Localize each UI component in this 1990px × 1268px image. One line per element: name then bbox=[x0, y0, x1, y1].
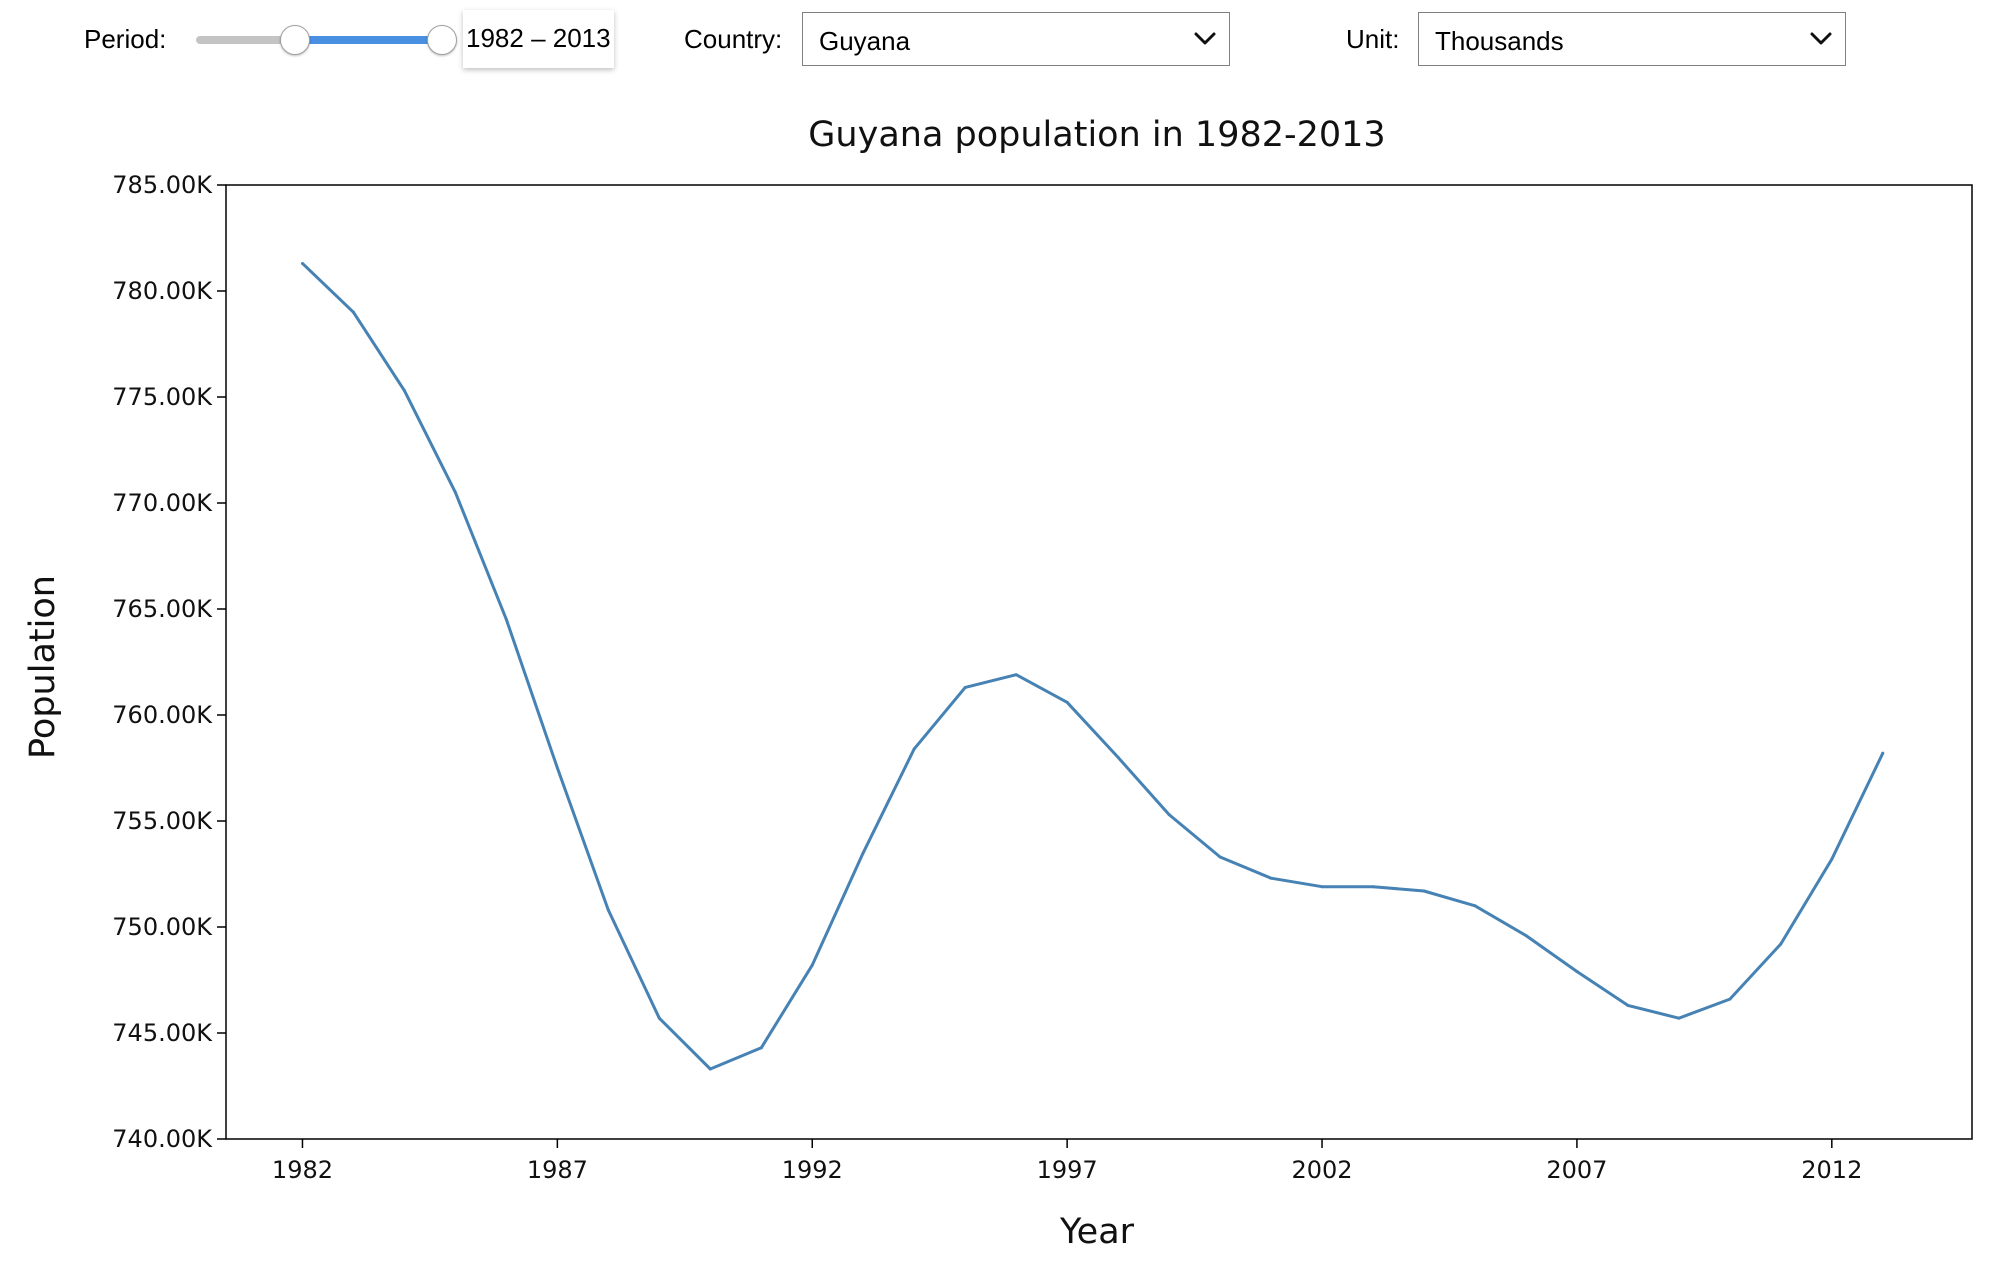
y-axis-label: Population bbox=[23, 575, 63, 759]
data-point bbox=[1728, 997, 1732, 1001]
data-point bbox=[351, 310, 355, 314]
country-select[interactable]: Guyana bbox=[802, 12, 1230, 66]
period-slider-range bbox=[295, 36, 442, 44]
population-series-line bbox=[301, 262, 1885, 1071]
data-point bbox=[1881, 751, 1885, 755]
y-axis-ticks: 740.00K 745.00K 750.00K 755.00K 760.00K 765.0… bbox=[112, 171, 226, 1153]
x-tick-label: 1997 bbox=[1037, 1156, 1098, 1184]
plot-area-frame bbox=[225, 184, 1973, 1140]
y-tick-label: 785.00K bbox=[112, 171, 213, 199]
data-point bbox=[1779, 942, 1783, 946]
period-slider-start-handle[interactable] bbox=[280, 25, 310, 55]
y-tick-label: 780.00K bbox=[112, 277, 213, 305]
chart-title: Guyana population in 1982-2013 bbox=[808, 115, 1385, 155]
unit-select[interactable]: Thousands bbox=[1418, 12, 1846, 66]
data-point bbox=[912, 747, 916, 751]
y-tick-label: 750.00K bbox=[112, 913, 213, 941]
data-point bbox=[657, 1016, 661, 1020]
data-point bbox=[759, 1046, 763, 1050]
y-tick-label: 760.00K bbox=[112, 701, 213, 729]
data-point bbox=[861, 851, 865, 855]
period-label: Period: bbox=[84, 24, 167, 54]
y-tick-label: 740.00K bbox=[112, 1125, 213, 1153]
x-tick-label: 1982 bbox=[272, 1156, 333, 1184]
x-tick-label: 1987 bbox=[527, 1156, 588, 1184]
country-label: Country: bbox=[684, 24, 783, 54]
data-point bbox=[1065, 700, 1069, 704]
data-point bbox=[1473, 904, 1477, 908]
data-point bbox=[708, 1067, 712, 1071]
data-point bbox=[606, 908, 610, 912]
data-point bbox=[1626, 1003, 1630, 1007]
data-point bbox=[1014, 673, 1018, 677]
y-tick-label: 770.00K bbox=[112, 489, 213, 517]
data-point bbox=[1320, 885, 1324, 889]
period-range-readout: 1982 – 2013 bbox=[463, 10, 614, 68]
data-point bbox=[402, 389, 406, 393]
x-tick-label: 2012 bbox=[1801, 1156, 1862, 1184]
data-point bbox=[810, 963, 814, 967]
x-tick-label: 2007 bbox=[1546, 1156, 1607, 1184]
x-tick-label: 2002 bbox=[1291, 1156, 1352, 1184]
country-select-value: Guyana bbox=[819, 26, 911, 56]
x-tick-label: 1992 bbox=[782, 1156, 843, 1184]
data-point bbox=[504, 618, 508, 622]
data-point bbox=[1371, 885, 1375, 889]
x-axis-ticks: 1982 1987 1992 1997 2002 2007 2012 bbox=[272, 1139, 1862, 1184]
data-point bbox=[1677, 1016, 1681, 1020]
period-slider-end-handle[interactable] bbox=[427, 25, 457, 55]
data-point bbox=[1269, 876, 1273, 880]
period-slider[interactable] bbox=[196, 24, 457, 56]
y-tick-label: 755.00K bbox=[112, 807, 213, 835]
data-point bbox=[963, 685, 967, 689]
controls-bar: Period: 1982 – 2013 Country: Guyana Unit… bbox=[0, 0, 1990, 90]
unit-label: Unit: bbox=[1346, 24, 1400, 54]
data-point bbox=[555, 766, 559, 770]
y-tick-label: 765.00K bbox=[112, 595, 213, 623]
data-point bbox=[1167, 813, 1171, 817]
x-axis-label: Year bbox=[1059, 1212, 1135, 1252]
chevron-down-icon bbox=[1810, 32, 1832, 45]
data-point bbox=[453, 490, 457, 494]
unit-select-value: Thousands bbox=[1435, 26, 1564, 56]
data-point bbox=[1116, 755, 1120, 759]
data-point bbox=[1218, 855, 1222, 859]
y-tick-label: 745.00K bbox=[112, 1019, 213, 1047]
data-point bbox=[300, 261, 304, 265]
data-point bbox=[1524, 933, 1528, 937]
data-point bbox=[1422, 889, 1426, 893]
chevron-down-icon bbox=[1194, 32, 1216, 45]
series-data-points bbox=[300, 261, 1885, 1071]
data-point bbox=[1575, 970, 1579, 974]
data-point bbox=[1830, 857, 1834, 861]
y-tick-label: 775.00K bbox=[112, 383, 213, 411]
